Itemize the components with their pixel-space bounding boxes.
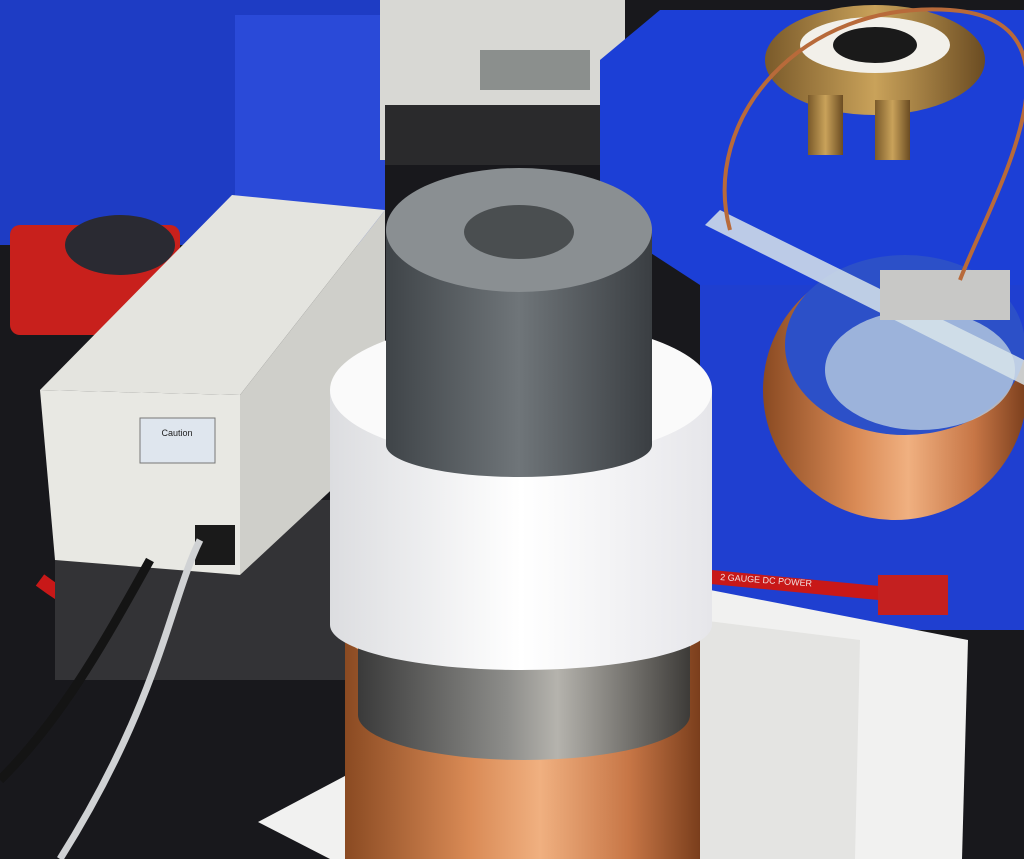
copper-wire <box>722 7 1024 281</box>
towel-fold <box>690 620 860 859</box>
psu-top <box>40 195 385 395</box>
psu-side <box>240 210 385 575</box>
cable-clamp <box>878 575 948 615</box>
black-cable <box>0 557 154 784</box>
gray-cable <box>57 538 204 859</box>
brass-post <box>808 95 843 155</box>
caution-label <box>139 417 216 464</box>
acrylic-bar <box>705 210 1024 385</box>
red-cable <box>689 568 901 602</box>
steel-bottom <box>358 670 690 760</box>
graphite-hole <box>464 205 574 259</box>
white-bottom <box>330 580 712 670</box>
oscilloscope-base <box>385 105 625 165</box>
variac-dial <box>65 215 175 275</box>
power-socket <box>195 525 235 565</box>
terminal-block <box>880 270 1010 320</box>
brass-post <box>875 100 910 160</box>
oscilloscope-screen <box>480 50 590 90</box>
caution-text: Caution <box>161 428 192 438</box>
blue-panel <box>235 15 385 215</box>
graphite-bottom <box>386 413 652 477</box>
ring-hole <box>833 27 917 63</box>
